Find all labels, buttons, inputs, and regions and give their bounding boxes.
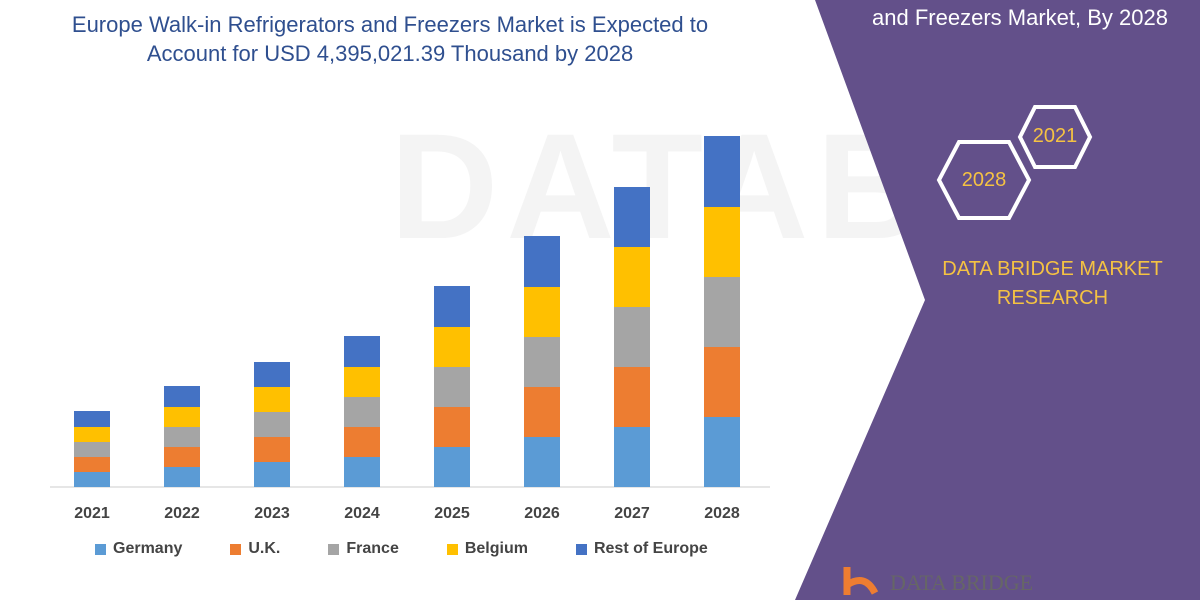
bar-2026-belgium xyxy=(524,287,560,337)
bar-2028-france xyxy=(704,277,740,347)
legend-label: U.K. xyxy=(248,540,281,557)
legend-label: France xyxy=(346,540,399,557)
legend-item: U.K. xyxy=(230,540,280,558)
legend-label: Rest of Europe xyxy=(593,540,708,557)
chart-title: Europe Walk-in Refrigerators and Freezer… xyxy=(71,12,709,66)
bar-2021-germany xyxy=(74,472,110,487)
bar-2021-belgium xyxy=(74,427,110,442)
legend-label: Germany xyxy=(113,540,183,557)
legend-item: Belgium xyxy=(446,540,528,558)
bar-2027-rest-of-europe xyxy=(614,187,650,247)
legend: Germany U.K. France Belgium Rest of Europe xyxy=(95,540,756,558)
legend-swatch xyxy=(95,543,106,555)
bar-2023-rest-of-europe xyxy=(254,362,290,387)
bar-2022-belgium xyxy=(164,407,200,427)
bar-2022-germany xyxy=(164,467,200,487)
stacked-bar-chart: 2021 2022 2023 2024 2025 2026 2027 2028 xyxy=(50,136,770,522)
bar-2025-france xyxy=(434,367,470,407)
legend-item: France xyxy=(328,540,399,558)
x-tick-label: 2027 xyxy=(614,505,650,522)
bar-2027-belgium xyxy=(614,247,650,307)
bar-2024-germany xyxy=(344,457,380,487)
bar-2028-germany xyxy=(704,417,740,487)
brand-name: DATA BRIDGE MARKET RESEARCH xyxy=(942,258,1163,309)
legend-item: Germany xyxy=(95,540,182,558)
legend-item: Rest of Europe xyxy=(575,540,708,558)
side-panel-title: and Freezers Market, By 2028 xyxy=(872,5,1168,30)
bar-2025-u-k- xyxy=(434,407,470,447)
legend-swatch xyxy=(575,543,587,555)
logo-icon xyxy=(843,567,879,595)
x-tick-label: 2028 xyxy=(704,505,740,522)
bar-2027-u-k- xyxy=(614,367,650,427)
bar-2024-belgium xyxy=(344,367,380,397)
bar-2026-u-k- xyxy=(524,387,560,437)
bar-2024-france xyxy=(344,397,380,427)
bar-2023-germany xyxy=(254,462,290,487)
bar-2021-france xyxy=(74,442,110,457)
bar-2026-france xyxy=(524,337,560,387)
bar-2021-rest-of-europe xyxy=(74,411,110,427)
bar-2023-france xyxy=(254,412,290,437)
bar-2024-rest-of-europe xyxy=(344,336,380,367)
hexagon-2021 xyxy=(1017,105,1093,169)
x-tick-label: 2026 xyxy=(524,505,560,522)
bar-2026-rest-of-europe xyxy=(524,236,560,287)
bar-2027-germany xyxy=(614,427,650,487)
hex-year-2021: 2021 xyxy=(1032,125,1078,147)
bar-2028-u-k- xyxy=(704,347,740,417)
bar-2025-belgium xyxy=(434,327,470,367)
bar-2023-belgium xyxy=(254,387,290,412)
x-tick-label: 2022 xyxy=(164,505,200,522)
legend-label: Belgium xyxy=(464,540,528,557)
bar-2025-rest-of-europe xyxy=(434,286,470,327)
bar-2022-france xyxy=(164,427,200,447)
bar-2024-u-k- xyxy=(344,427,380,457)
hex-year-2028: 2028 xyxy=(961,169,1007,191)
bar-2023-u-k- xyxy=(254,437,290,462)
legend-swatch xyxy=(446,543,458,555)
logo-text: DATA BRIDGE xyxy=(890,570,1034,595)
bar-2026-germany xyxy=(524,437,560,487)
x-tick-label: 2021 xyxy=(74,505,110,522)
bar-2021-u-k- xyxy=(74,457,110,472)
bar-2027-france xyxy=(614,307,650,367)
hexagon-2028 xyxy=(936,140,1032,220)
bar-2028-rest-of-europe xyxy=(704,136,740,207)
legend-swatch xyxy=(328,543,340,555)
bar-2028-belgium xyxy=(704,207,740,277)
x-tick-label: 2024 xyxy=(344,505,380,522)
bar-2022-rest-of-europe xyxy=(164,386,200,407)
bar-2022-u-k- xyxy=(164,447,200,467)
legend-swatch xyxy=(230,543,242,555)
x-tick-label: 2025 xyxy=(434,505,470,522)
bar-2025-germany xyxy=(434,447,470,487)
x-tick-label: 2023 xyxy=(254,505,290,522)
